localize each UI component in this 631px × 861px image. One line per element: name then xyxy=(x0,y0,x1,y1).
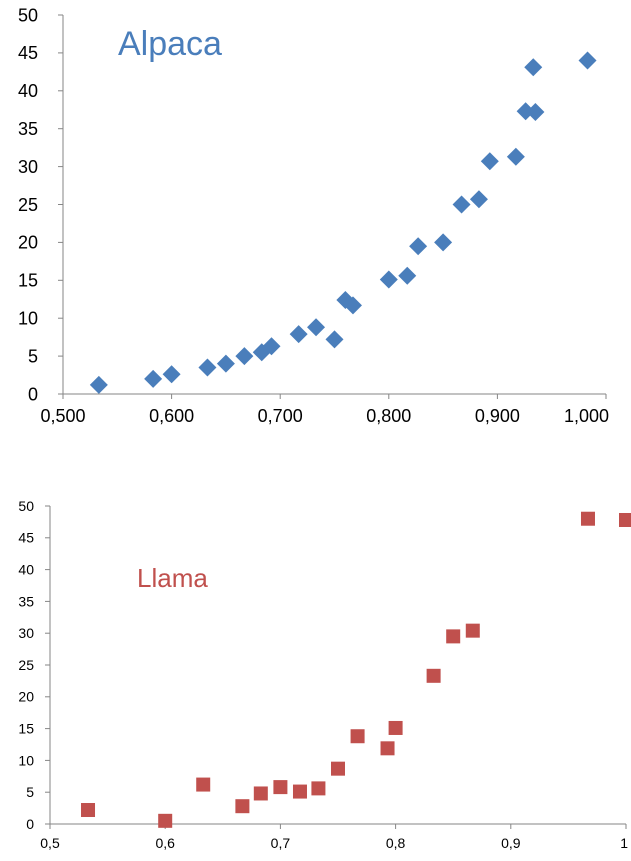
y-tick-label: 45 xyxy=(18,43,38,63)
x-tick-label: 0,5 xyxy=(40,835,60,851)
x-tick-label: 1,000 xyxy=(564,406,609,426)
data-point xyxy=(198,358,217,377)
x-tick-label: 0,900 xyxy=(475,406,520,426)
data-point xyxy=(580,511,595,526)
data-point xyxy=(331,761,345,776)
y-tick-label: 0 xyxy=(28,384,38,404)
data-point xyxy=(262,337,281,356)
data-point xyxy=(253,786,268,801)
chart-annotation: Alpaca xyxy=(118,25,222,63)
y-tick-label: 5 xyxy=(26,784,34,800)
data-point xyxy=(398,266,417,285)
data-point xyxy=(89,375,108,394)
data-point xyxy=(216,354,235,373)
data-point xyxy=(144,369,163,388)
data-point xyxy=(196,777,211,792)
data-point xyxy=(325,330,344,349)
data-point xyxy=(469,190,488,209)
y-tick-label: 10 xyxy=(18,309,38,329)
data-point xyxy=(311,781,326,796)
data-point xyxy=(162,365,181,384)
data-point xyxy=(619,512,631,527)
data-point xyxy=(235,347,254,366)
y-tick-label: 20 xyxy=(18,233,38,253)
data-point xyxy=(350,729,365,744)
chart-annotation: Llama xyxy=(137,563,208,593)
data-point xyxy=(235,799,250,814)
data-point xyxy=(526,103,545,122)
y-tick-label: 35 xyxy=(18,119,38,139)
y-tick-label: 30 xyxy=(18,625,34,641)
data-point xyxy=(465,623,480,638)
data-point xyxy=(516,102,535,121)
x-tick-label: 0,800 xyxy=(366,406,411,426)
data-point xyxy=(343,296,362,315)
y-tick-label: 35 xyxy=(18,593,34,609)
data-point xyxy=(292,784,307,799)
y-tick-label: 50 xyxy=(18,5,38,25)
y-tick-label: 15 xyxy=(18,721,34,737)
data-point xyxy=(446,629,461,644)
data-point xyxy=(273,780,288,795)
x-tick-label: 0,8 xyxy=(386,835,406,851)
y-tick-label: 25 xyxy=(18,195,38,215)
data-point xyxy=(434,233,453,252)
data-point xyxy=(388,720,403,735)
data-point xyxy=(524,58,543,77)
data-point xyxy=(480,152,499,171)
y-tick-label: 15 xyxy=(18,271,38,291)
data-point xyxy=(379,270,398,289)
x-tick-label: 0,700 xyxy=(258,406,303,426)
chart-1: 0 5 10 15 20 25 30 35 40 45 50 0,5 0,6 0,7 0,8 0,9 1 Llam… xyxy=(18,498,631,851)
data-point xyxy=(380,741,395,756)
y-tick-label: 5 xyxy=(28,346,38,366)
data-point xyxy=(426,668,441,683)
data-point xyxy=(409,237,428,256)
data-point xyxy=(506,147,525,166)
y-tick-label: 30 xyxy=(18,157,38,177)
y-tick-label: 20 xyxy=(18,689,34,705)
data-point xyxy=(307,318,326,337)
data-point xyxy=(578,51,597,70)
y-tick-label: 45 xyxy=(18,530,34,546)
y-tick-label: 10 xyxy=(18,752,34,768)
x-tick-label: 0,9 xyxy=(501,835,521,851)
data-point xyxy=(158,813,173,828)
data-point xyxy=(289,325,308,344)
y-tick-label: 40 xyxy=(18,562,34,578)
y-tick-label: 0 xyxy=(26,816,34,832)
x-tick-label: 0,600 xyxy=(149,406,194,426)
data-point xyxy=(81,803,96,818)
x-tick-label: 0,500 xyxy=(40,406,85,426)
y-tick-label: 40 xyxy=(18,81,38,101)
x-tick-label: 0,7 xyxy=(271,835,291,851)
x-tick-label: 1 xyxy=(620,835,628,851)
y-tick-label: 50 xyxy=(18,498,34,514)
data-point xyxy=(452,195,471,214)
x-tick-label: 0,6 xyxy=(155,835,175,851)
y-tick-label: 25 xyxy=(18,657,34,673)
chart-0: 0 5 10 15 20 25 30 35 40 45 50 0,500 0,600 0,700 0,800… xyxy=(18,5,609,426)
